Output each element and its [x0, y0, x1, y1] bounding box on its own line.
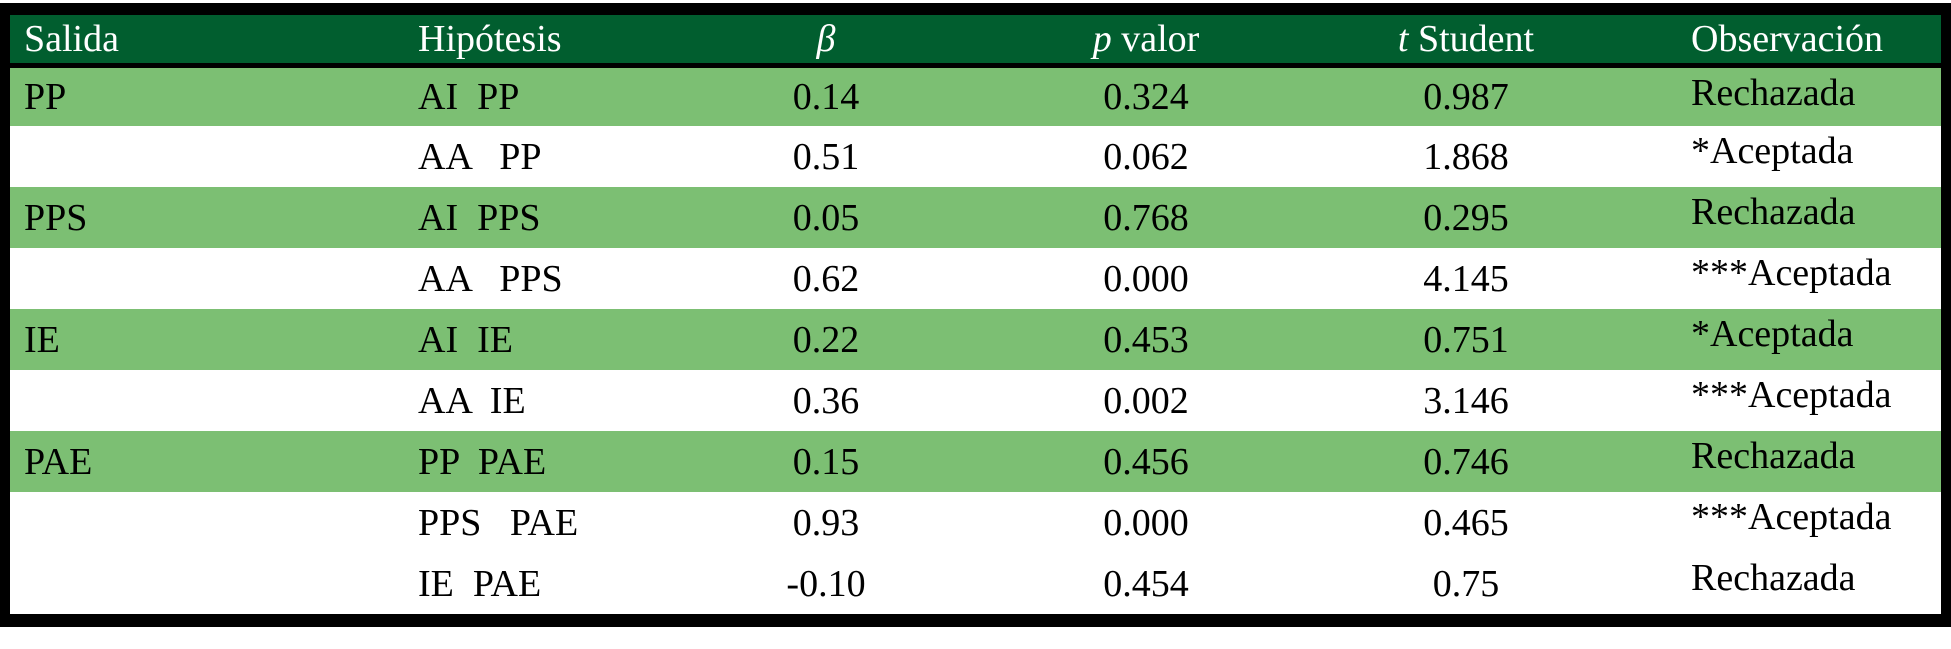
- cell-beta: 0.22: [792, 318, 860, 361]
- col-header-hipotesis: Hipótesis: [406, 15, 706, 68]
- cell-hipotesis: AA PPS: [418, 257, 563, 300]
- cell-observacion: ***Aceptada: [1691, 374, 1892, 416]
- cell-p-valor: 0.456: [1103, 440, 1189, 483]
- cell-hipotesis: AI PP: [418, 75, 520, 118]
- table-row: PPS PAE 0.93 0.000 0.465 ***Aceptada: [10, 492, 1941, 553]
- cell-hipotesis: PP PAE: [418, 440, 547, 483]
- cell-beta: 0.14: [792, 75, 860, 118]
- cell-salida: [10, 248, 406, 309]
- col-header-p-valor: p valor: [946, 15, 1346, 68]
- cell-observacion: *Aceptada: [1691, 313, 1854, 355]
- table-row: PAE PP PAE 0.15 0.456 0.746 Rechazada: [10, 431, 1941, 492]
- cell-t-student: 0.751: [1423, 318, 1509, 361]
- cell-beta: 0.51: [792, 135, 860, 178]
- cell-hipotesis: AI IE: [418, 318, 513, 361]
- table-row: AA IE 0.36 0.002 3.146 ***Aceptada: [10, 370, 1941, 431]
- cell-beta: 0.05: [792, 196, 860, 239]
- cell-observacion: ***Aceptada: [1691, 252, 1892, 294]
- col-header-salida: Salida: [10, 15, 406, 68]
- results-table-frame: Salida Hipótesis β p valor t Student Obs…: [0, 3, 1951, 627]
- cell-salida: PPS: [24, 196, 88, 239]
- table-row: IE AI IE 0.22 0.453 0.751 *Aceptada: [10, 309, 1941, 370]
- header-text-part: Student: [1408, 17, 1535, 60]
- cell-t-student: 0.746: [1423, 440, 1509, 483]
- table-row: PP AI PP 0.14 0.324 0.987 Rechazada: [10, 65, 1941, 126]
- header-row: Salida Hipótesis β p valor t Student Obs…: [10, 15, 1941, 68]
- cell-hipotesis: IE PAE: [418, 562, 542, 605]
- cell-t-student: 0.987: [1423, 75, 1509, 118]
- table-body: PP AI PP 0.14 0.324 0.987 Rechazada AA P…: [10, 65, 1941, 614]
- header-text-part: Observación: [1691, 17, 1884, 60]
- cell-p-valor: 0.324: [1103, 75, 1189, 118]
- cell-observacion: Rechazada: [1691, 557, 1856, 599]
- header-text-part: Hipótesis: [418, 17, 562, 60]
- cell-t-student: 0.465: [1423, 501, 1509, 544]
- cell-t-student: 3.146: [1423, 379, 1509, 422]
- cell-t-student: 1.868: [1423, 135, 1509, 178]
- cell-t-student: 0.75: [1432, 562, 1500, 605]
- cell-beta: 0.93: [792, 501, 860, 544]
- table-row: IE PAE -0.10 0.454 0.75 Rechazada: [10, 553, 1941, 614]
- cell-p-valor: 0.062: [1103, 135, 1189, 178]
- col-header-beta: β: [706, 15, 946, 68]
- cell-beta: 0.36: [792, 379, 860, 422]
- cell-salida: [10, 492, 406, 553]
- cell-p-valor: 0.768: [1103, 196, 1189, 239]
- results-table: Salida Hipótesis β p valor t Student Obs…: [10, 15, 1941, 614]
- cell-salida: PP: [24, 75, 67, 118]
- cell-p-valor: 0.002: [1103, 379, 1189, 422]
- cell-beta: 0.15: [792, 440, 860, 483]
- cell-salida: [10, 553, 406, 614]
- header-italic-part: t: [1397, 17, 1409, 60]
- cell-salida: IE: [24, 318, 60, 361]
- cell-p-valor: 0.453: [1103, 318, 1189, 361]
- cell-salida: [10, 126, 406, 187]
- cell-t-student: 0.295: [1423, 196, 1509, 239]
- cell-p-valor: 0.000: [1103, 257, 1189, 300]
- cell-hipotesis: AA PP: [418, 135, 542, 178]
- cell-p-valor: 0.000: [1103, 501, 1189, 544]
- cell-observacion: *Aceptada: [1691, 130, 1854, 172]
- cell-hipotesis: AI PPS: [418, 196, 541, 239]
- table-row: AA PPS 0.62 0.000 4.145 ***Aceptada: [10, 248, 1941, 309]
- header-text-part: Salida: [24, 17, 119, 60]
- cell-beta: 0.62: [792, 257, 860, 300]
- header-italic-part: p: [1092, 17, 1112, 60]
- table-row: PPS AI PPS 0.05 0.768 0.295 Rechazada: [10, 187, 1941, 248]
- cell-salida: [10, 370, 406, 431]
- cell-salida: PAE: [24, 440, 93, 483]
- cell-p-valor: 0.454: [1103, 562, 1189, 605]
- col-header-observacion: Observación: [1586, 15, 1941, 68]
- table-row: AA PP 0.51 0.062 1.868 *Aceptada: [10, 126, 1941, 187]
- cell-beta: -0.10: [786, 562, 866, 605]
- cell-observacion: Rechazada: [1691, 191, 1856, 233]
- cell-hipotesis: PPS PAE: [418, 501, 579, 544]
- cell-observacion: Rechazada: [1691, 71, 1856, 114]
- cell-observacion: ***Aceptada: [1691, 496, 1892, 538]
- cell-t-student: 4.145: [1423, 257, 1509, 300]
- col-header-t-student: t Student: [1346, 15, 1586, 68]
- cell-observacion: Rechazada: [1691, 435, 1856, 477]
- table-header: Salida Hipótesis β p valor t Student Obs…: [10, 15, 1941, 68]
- header-italic-part: β: [816, 17, 836, 60]
- cell-hipotesis: AA IE: [418, 379, 526, 422]
- header-text-part: valor: [1111, 17, 1200, 60]
